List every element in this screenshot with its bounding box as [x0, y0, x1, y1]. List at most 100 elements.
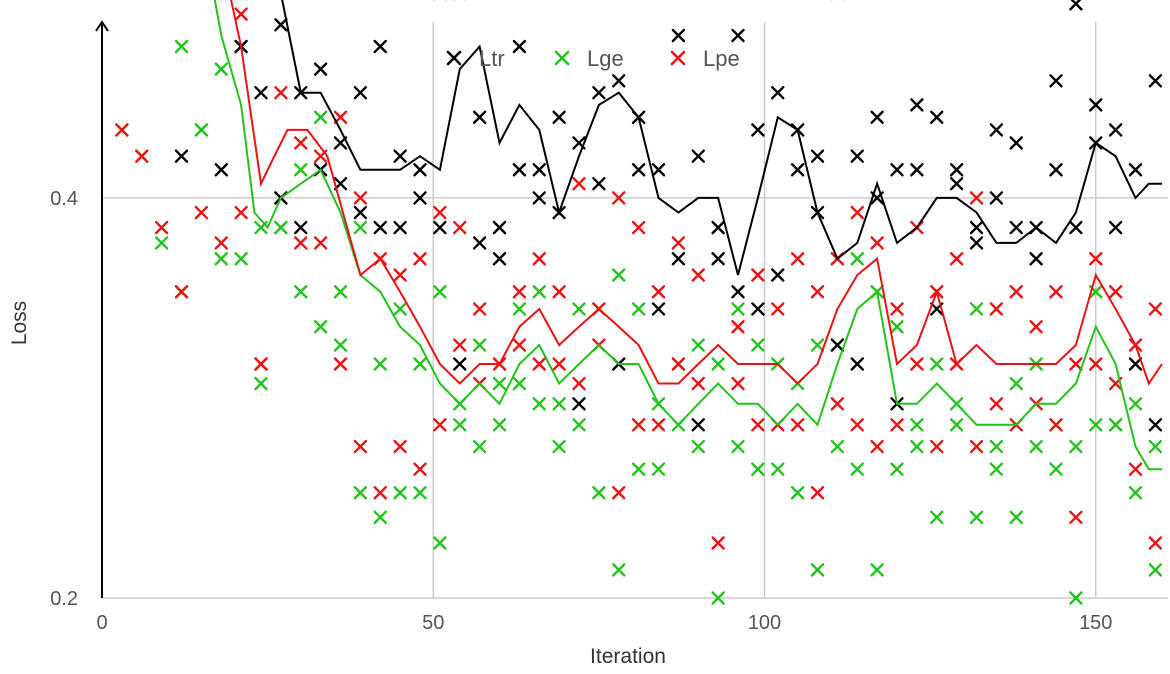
data-point [830, 338, 845, 352]
x-tick-labels: 0 50 100 150 [96, 612, 1112, 634]
data-point [512, 285, 527, 299]
data-point [1069, 220, 1083, 235]
data-point [1128, 163, 1143, 177]
data-point [790, 418, 805, 432]
data-point [771, 302, 785, 316]
data-point [254, 357, 268, 371]
data-point [294, 136, 308, 150]
legend-marker [446, 50, 462, 66]
data-point [790, 252, 805, 266]
data-point [1128, 486, 1143, 500]
data-point [453, 418, 467, 432]
data-point [373, 220, 387, 235]
data-point [890, 418, 904, 432]
data-point [393, 302, 407, 316]
data-point [631, 302, 646, 316]
data-point [1029, 320, 1043, 334]
data-point [651, 163, 666, 177]
data-point [890, 163, 904, 177]
series-ltr [174, 0, 1163, 432]
data-point [453, 338, 467, 352]
data-point [1128, 357, 1143, 371]
data-point [274, 18, 288, 32]
data-point [413, 252, 427, 266]
data-point [552, 397, 566, 411]
data-point [373, 357, 387, 371]
data-point [472, 110, 487, 124]
data-point [592, 176, 606, 191]
data-point [1089, 252, 1103, 266]
data-point [691, 338, 705, 352]
data-point [572, 176, 586, 191]
data-point [1108, 285, 1123, 299]
data-point [731, 302, 745, 316]
data-point [711, 591, 725, 605]
data-point [373, 510, 387, 525]
data-point [393, 220, 407, 235]
y-tick-label: 0.2 [50, 588, 78, 610]
data-point [433, 418, 447, 432]
data-point [353, 486, 368, 500]
data-point [373, 39, 387, 54]
series-line-lpe [230, 0, 1163, 386]
data-point [850, 149, 864, 163]
data-point [969, 236, 984, 250]
data-point [870, 563, 884, 577]
data-point [393, 439, 407, 454]
data-point [552, 439, 566, 454]
data-point [790, 163, 805, 177]
data-point [413, 462, 427, 476]
data-point [1148, 74, 1163, 88]
data-point [393, 268, 407, 282]
data-point [1009, 220, 1023, 235]
data-point [1128, 462, 1143, 476]
data-point [433, 205, 447, 220]
data-point [512, 163, 527, 177]
x-tick-label: 100 [748, 612, 781, 634]
data-point [274, 220, 288, 235]
legend-label: Lpe [703, 46, 740, 71]
data-point [751, 302, 765, 316]
data-point [572, 418, 586, 432]
data-point [850, 462, 864, 476]
data-point [612, 268, 626, 282]
data-point [711, 536, 725, 550]
data-point [353, 220, 368, 235]
data-point [433, 536, 447, 550]
data-point [254, 85, 268, 100]
y-axis [95, 20, 109, 598]
data-point [1069, 591, 1083, 605]
x-tick-label: 0 [96, 612, 107, 634]
data-point [135, 149, 149, 163]
data-point [691, 376, 705, 391]
data-point [294, 285, 308, 299]
data-point [830, 439, 845, 454]
data-point [969, 220, 984, 235]
data-point [313, 110, 328, 124]
data-point [989, 462, 1004, 476]
data-point [154, 236, 169, 250]
data-point [810, 563, 825, 577]
data-point [194, 123, 209, 137]
data-point [1089, 418, 1103, 432]
data-point [989, 191, 1004, 205]
data-point [1049, 462, 1063, 476]
data-point [373, 486, 387, 500]
data-point [671, 357, 686, 371]
data-point [949, 418, 964, 432]
data-point [711, 357, 725, 371]
data-point [890, 302, 904, 316]
y-axis-arrow [95, 20, 109, 32]
x-tick-label: 150 [1079, 612, 1112, 634]
data-point [552, 285, 566, 299]
data-point [1009, 136, 1023, 150]
legend-label: Lge [587, 46, 624, 71]
legend-marker [554, 50, 570, 66]
data-point [1148, 439, 1163, 454]
data-point [572, 302, 586, 316]
legend: Ltr Lge Lpe [446, 46, 740, 71]
data-point [532, 357, 546, 371]
data-point [512, 376, 527, 391]
data-point [234, 252, 248, 266]
